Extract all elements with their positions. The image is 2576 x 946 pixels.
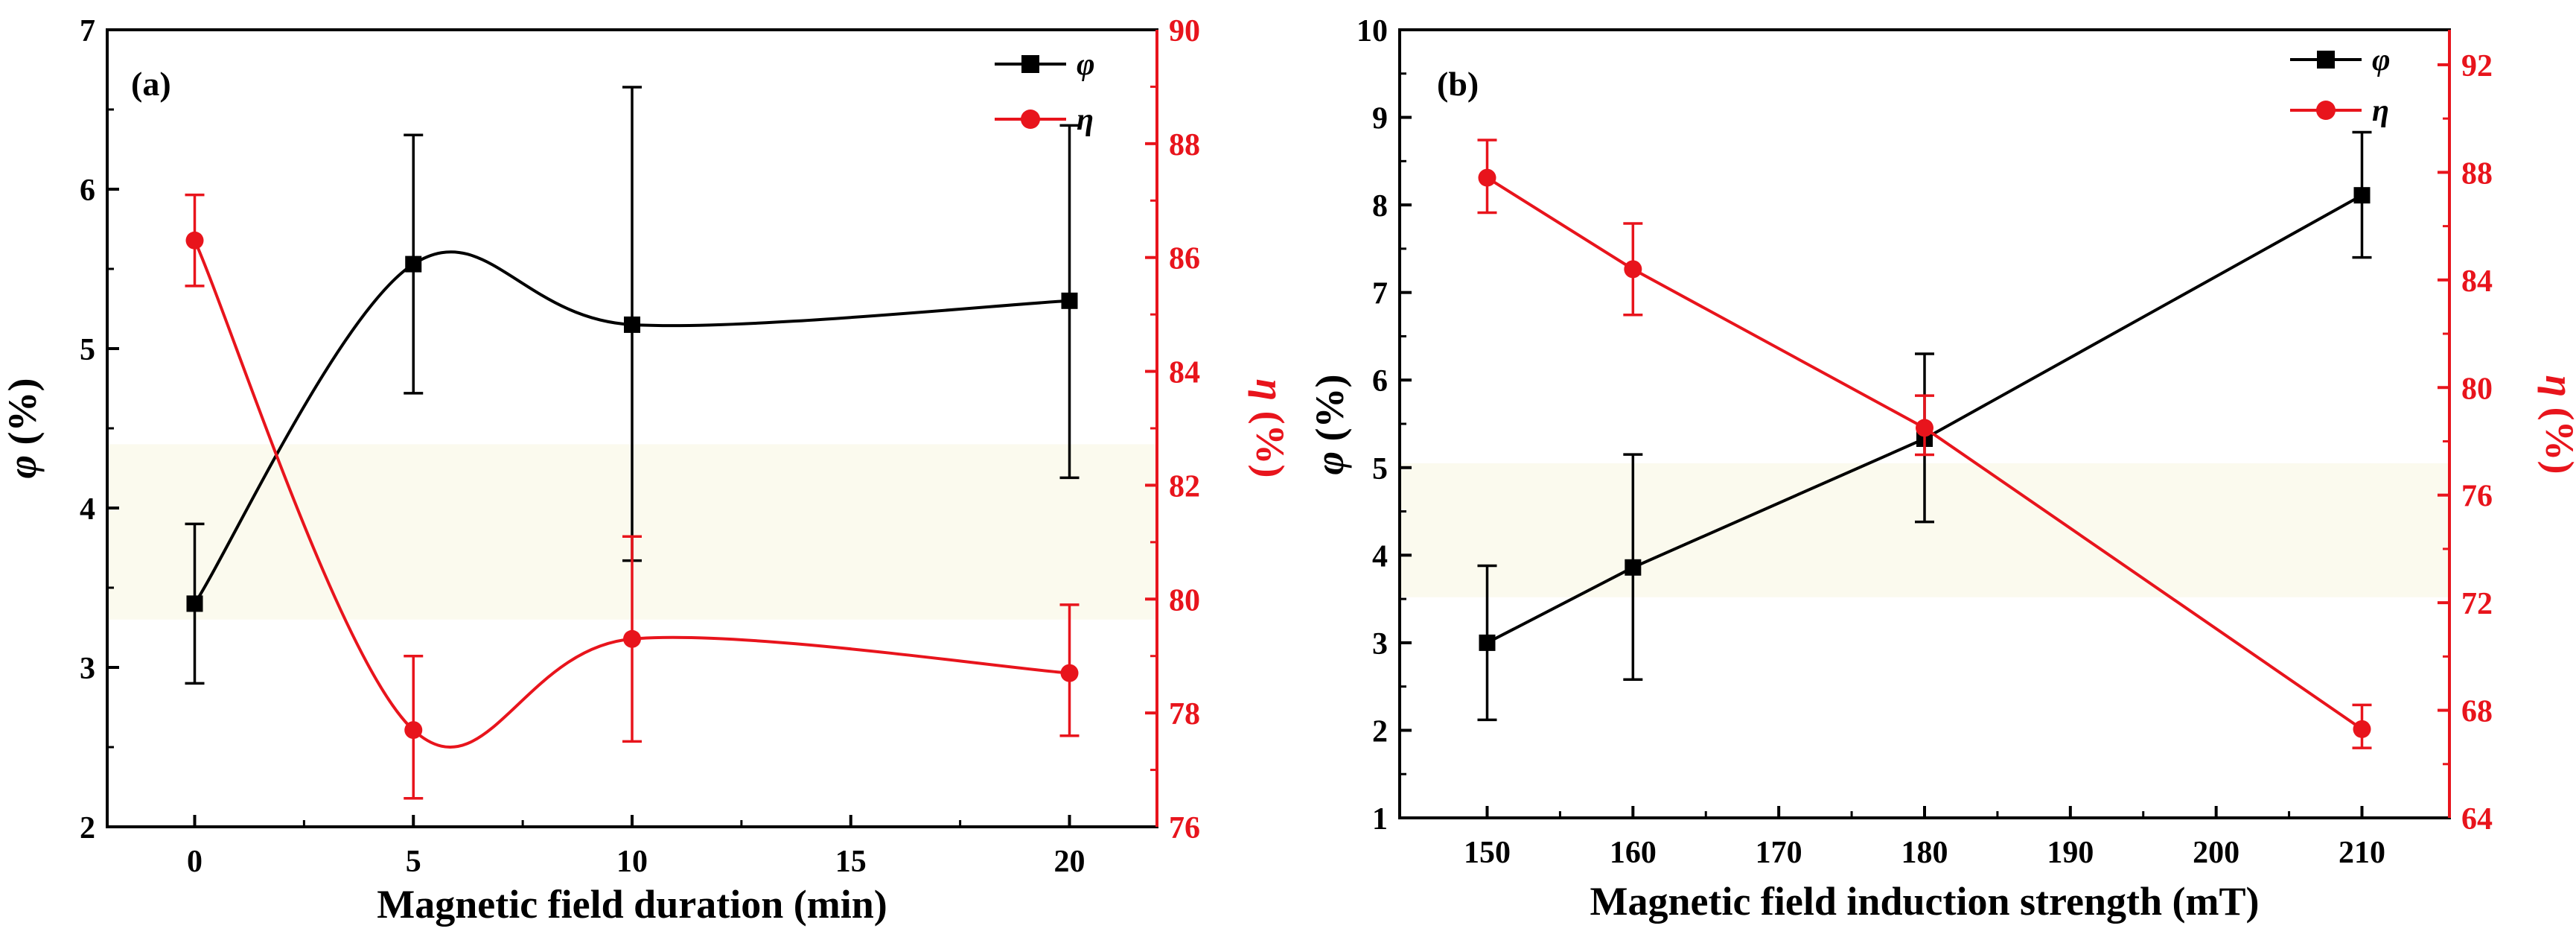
y-right-tick-label: 80: [1169, 583, 1200, 618]
y-left-tick-label: 10: [1356, 14, 1388, 48]
data-point-phi: [2353, 187, 2371, 204]
legend-label-phi-b: φ: [2372, 43, 2391, 77]
legend-marker-eta-b: [2316, 101, 2336, 120]
legend-marker-eta-a: [1021, 109, 1040, 129]
x-tick-label: 5: [406, 845, 421, 879]
x-tick-label: 10: [616, 845, 648, 879]
panel-label-b: (b): [1437, 65, 1479, 103]
data-point-eta: [1060, 664, 1079, 682]
x-axis-ticks-b: 150 160 170 180 190 200 210 1 2 3 4 5 6 7 8 9 10 64 68 72 76…: [1356, 14, 2493, 870]
series-line-eta: [1486, 176, 2363, 731]
data-point-eta: [185, 231, 204, 250]
y-right-tick-label: 72: [2461, 587, 2493, 621]
y-left-tick-label: 4: [1372, 539, 1388, 574]
x-tick-label: 0: [187, 845, 203, 879]
y-left-tick-label: 4: [80, 492, 95, 527]
y-left-axis-label-b: φ (%): [1307, 374, 1352, 474]
y-right-tick-label: 80: [2461, 372, 2493, 406]
y-right-axis-symbol-b: η: [2537, 375, 2576, 397]
y-left-tick-label: 5: [80, 333, 95, 367]
series-line-eta: [193, 239, 1070, 749]
y-left-tick-label: 2: [80, 811, 95, 845]
y-left-tick-label: 1: [1372, 802, 1388, 837]
legend-b: φ η: [2290, 43, 2391, 128]
data-point-eta: [1478, 168, 1496, 187]
y-left-axis-unit-a: (%): [0, 378, 45, 454]
y-right-tick-label: 82: [1169, 469, 1200, 504]
y-right-tick-label: 78: [1169, 697, 1200, 731]
series-group-b: [1477, 130, 2372, 749]
data-point-eta: [623, 629, 641, 648]
x-axis-ticks-a: 0 5 10 15 20 2 3 4 5 6 7 76 78 80 82 84 86 88 90: [80, 14, 1200, 879]
y-left-axis-label-a: φ (%): [0, 378, 45, 478]
x-tick-label: 190: [2047, 836, 2094, 870]
legend-label-eta-b: η: [2372, 94, 2389, 128]
y-left-tick-label: 6: [80, 174, 95, 208]
x-tick-label: 210: [2339, 836, 2385, 870]
data-point-phi: [1061, 292, 1078, 309]
x-axis-label-a: Magnetic field duration (min): [377, 882, 887, 927]
y-left-tick-label: 6: [1372, 364, 1388, 399]
data-point-phi: [186, 595, 203, 612]
y-right-tick-label: 84: [1169, 356, 1200, 390]
chart-panel-a: 0 5 10 15 20 2 3 4 5 6 7 76 78 80 82 84 86 88 90 (a) Magne…: [0, 14, 1292, 927]
y-left-tick-label: 3: [1372, 627, 1388, 661]
data-point-phi: [1625, 559, 1642, 576]
series-line-phi: [1486, 194, 2363, 644]
y-left-axis-symbol-b: φ: [1307, 451, 1352, 475]
x-tick-label: 160: [1610, 836, 1657, 870]
y-left-tick-label: 9: [1372, 102, 1388, 136]
series-line-phi: [193, 250, 1070, 605]
data-point-phi: [1479, 634, 1496, 651]
x-tick-label: 20: [1054, 845, 1085, 879]
chart-panel-b: 150 160 170 180 190 200 210 1 2 3 4 5 6 7 8 9 10 64 68 72 76…: [1307, 14, 2576, 924]
x-tick-label: 200: [2193, 836, 2239, 870]
y-left-tick-label: 7: [1372, 277, 1388, 311]
data-point-eta: [1624, 260, 1642, 279]
y-right-tick-label: 76: [1169, 811, 1200, 845]
y-right-axis-label-b: η (%): [2537, 375, 2576, 474]
data-point-eta: [2353, 720, 2371, 738]
x-tick-label: 15: [835, 845, 867, 879]
legend-label-phi-a: φ: [1077, 48, 1095, 82]
y-left-tick-label: 7: [80, 14, 95, 48]
y-right-axis-label-a: η (%): [1248, 378, 1292, 477]
y-left-tick-label: 3: [80, 652, 95, 686]
y-left-axis-unit-b: (%): [1307, 374, 1352, 451]
panel-label-a: (a): [131, 65, 171, 103]
y-right-tick-label: 84: [2461, 264, 2493, 299]
y-right-tick-label: 88: [2461, 156, 2493, 191]
y-right-axis-unit-b: (%): [2537, 397, 2576, 474]
legend-marker-phi-a: [1021, 55, 1039, 73]
data-point-eta: [404, 721, 423, 740]
x-tick-label: 180: [1901, 836, 1948, 870]
legend-marker-phi-b: [2317, 51, 2335, 69]
x-tick-label: 170: [1756, 836, 1802, 870]
y-left-tick-label: 5: [1372, 452, 1388, 486]
y-right-tick-label: 88: [1169, 128, 1200, 162]
data-point-phi: [405, 255, 422, 273]
y-right-tick-label: 92: [2461, 49, 2493, 83]
data-point-eta: [1916, 419, 1933, 437]
legend-a: φ η: [995, 48, 1095, 137]
data-point-phi: [624, 316, 640, 333]
y-left-axis-symbol-a: φ: [0, 455, 45, 479]
y-right-tick-label: 90: [1169, 14, 1200, 48]
y-right-tick-label: 64: [2461, 802, 2493, 837]
y-right-axis-unit-a: (%): [1248, 401, 1292, 477]
y-left-tick-label: 8: [1372, 189, 1388, 223]
y-right-tick-label: 76: [2461, 480, 2493, 514]
series-group-a: [185, 86, 1080, 800]
x-axis-label-b: Magnetic field induction strength (mT): [1590, 879, 2260, 924]
y-right-tick-label: 68: [2461, 695, 2493, 729]
y-right-axis-symbol-a: η: [1248, 378, 1292, 401]
x-tick-label: 150: [1464, 836, 1511, 870]
legend-label-eta-a: η: [1077, 103, 1094, 137]
y-right-tick-label: 86: [1169, 242, 1200, 276]
y-left-tick-label: 2: [1372, 714, 1388, 749]
